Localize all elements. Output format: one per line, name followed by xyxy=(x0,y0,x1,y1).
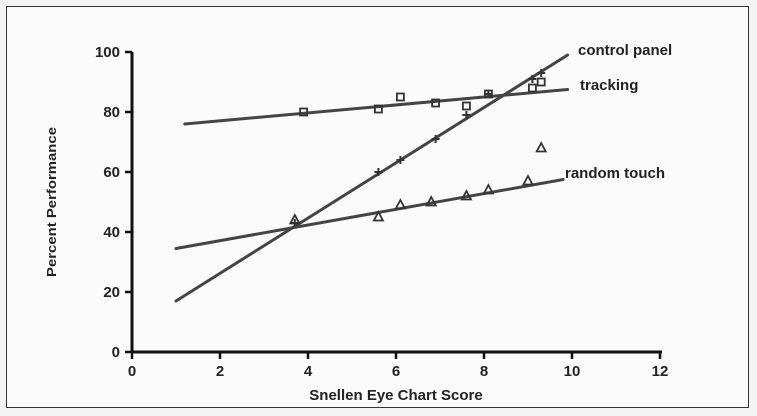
x-tick-label: 0 xyxy=(128,363,136,380)
point-random-touch xyxy=(535,141,548,153)
y-tick-label: 0 xyxy=(112,344,120,361)
point-tracking xyxy=(483,89,493,99)
point-tracking xyxy=(461,101,471,111)
point-tracking xyxy=(373,104,383,114)
series-label-control-panel: control panel xyxy=(578,42,672,59)
point-random-touch xyxy=(372,210,385,222)
point-control-panel xyxy=(537,69,546,77)
point-tracking xyxy=(395,92,405,102)
point-random-touch xyxy=(460,189,473,201)
point-tracking xyxy=(431,98,441,108)
fit-line-control-panel xyxy=(174,53,570,303)
data-points xyxy=(288,69,548,227)
point-random-touch xyxy=(394,198,407,210)
point-control-panel xyxy=(396,156,405,164)
fit-line-random-touch xyxy=(174,178,565,250)
y-tick-label: 20 xyxy=(103,284,120,301)
x-ticks: 0 2 4 6 8 10 12 xyxy=(128,352,669,380)
point-control-panel xyxy=(374,168,383,176)
point-control-panel xyxy=(431,135,440,143)
y-tick-label: 100 xyxy=(95,44,120,61)
x-tick-label: 6 xyxy=(392,363,400,380)
series-labels: control panel tracking random touch xyxy=(565,42,672,182)
point-tracking xyxy=(536,77,546,87)
x-tick-label: 12 xyxy=(652,363,669,380)
fit-lines xyxy=(174,53,570,303)
point-random-touch xyxy=(482,183,495,195)
series-label-tracking: tracking xyxy=(580,77,638,94)
x-tick-label: 10 xyxy=(564,363,581,380)
y-axis-title: Percent Performance xyxy=(44,127,59,277)
point-tracking xyxy=(528,83,537,93)
x-tick-label: 4 xyxy=(304,363,313,380)
x-tick-label: 2 xyxy=(216,363,224,380)
point-control-panel xyxy=(528,75,537,83)
y-tick-label: 60 xyxy=(103,164,120,181)
y-ticks: 0 20 40 60 80 100 xyxy=(95,44,132,361)
y-tick-label: 40 xyxy=(103,224,120,241)
fit-line-tracking xyxy=(183,88,570,126)
chart-frame xyxy=(6,6,749,408)
point-random-touch xyxy=(288,213,301,225)
series-label-random-touch: random touch xyxy=(565,165,665,182)
point-tracking xyxy=(299,107,309,117)
point-control-panel xyxy=(462,111,471,119)
x-tick-label: 8 xyxy=(480,363,488,380)
x-axis-title: Snellen Eye Chart Score xyxy=(309,387,482,404)
y-tick-label: 80 xyxy=(103,104,120,121)
point-random-touch xyxy=(425,195,438,207)
point-random-touch xyxy=(522,174,534,186)
